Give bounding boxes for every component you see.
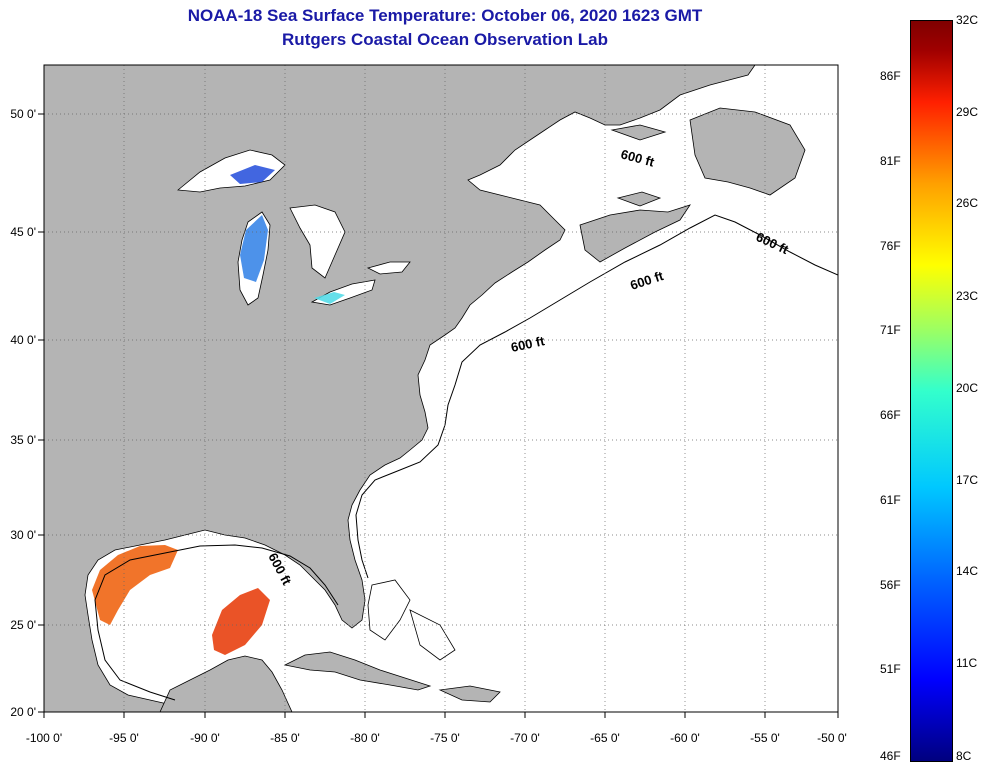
lon-label: -55 0' (750, 731, 780, 745)
colorbar-celsius-label: 17C (956, 473, 979, 487)
newfoundland-land (689, 107, 806, 196)
lat-label: 45 0' (10, 225, 36, 239)
map-frame (43, 64, 839, 713)
bahamas-banks (367, 579, 456, 661)
temperature-colorbar (910, 20, 953, 762)
sst-lake-superior (230, 165, 275, 184)
lon-label: -80 0' (350, 731, 380, 745)
isobath-label: 600 ft (510, 333, 547, 355)
lon-label: -100 0' (26, 731, 62, 745)
lon-label: -50 0' (817, 731, 847, 745)
anticosti-island (610, 124, 667, 141)
lon-label: -95 0' (109, 731, 139, 745)
colorbar-fahrenheit-label: 56F (880, 578, 901, 592)
grid-lines (44, 65, 838, 712)
lat-label: 30 0' (10, 528, 36, 542)
sst-lake-erie (314, 292, 345, 304)
map-title: NOAA-18 Sea Surface Temperature: October… (187, 6, 703, 25)
colorbar-celsius-label: 11C (956, 656, 978, 670)
lon-label: -85 0' (270, 731, 300, 745)
lat-label: 40 0' (10, 333, 36, 347)
isobath-600ft-gulf (94, 544, 339, 701)
lat-label: 50 0' (10, 107, 36, 121)
cuba-land (283, 651, 432, 691)
colorbar-celsius-label: 29C (956, 105, 979, 119)
colorbar-fahrenheit-label: 46F (880, 749, 901, 763)
lat-label: 20 0' (10, 705, 36, 719)
colorbar-celsius-label: 23C (956, 289, 979, 303)
colorbar-fahrenheit-label: 71F (880, 323, 901, 337)
lat-label: 25 0' (10, 618, 36, 632)
colorbar-celsius-label: 26C (956, 196, 979, 210)
north-america-land (44, 65, 756, 712)
sst-gulf-central-warm (212, 588, 270, 655)
lon-label: -90 0' (190, 731, 220, 745)
sst-gulf-coast-warm (92, 545, 178, 625)
colorbar-fahrenheit-label: 76F (880, 239, 901, 253)
colorbar-fahrenheit-label: 51F (880, 662, 901, 676)
colorbar-fahrenheit-label: 86F (880, 69, 901, 83)
lat-label: 35 0' (10, 433, 36, 447)
map-subtitle: Rutgers Coastal Ocean Observation Lab (282, 30, 608, 49)
colorbar-celsius-label: 20C (956, 381, 979, 395)
axis-ticks (38, 113, 839, 718)
colorbar-celsius-label: 8C (956, 749, 972, 763)
colorbar-fahrenheit-label: 61F (880, 493, 901, 507)
pei-island (616, 191, 662, 207)
hispaniola-land (438, 685, 501, 703)
isobath-600ft (355, 214, 838, 579)
colorbar-celsius-label: 14C (956, 564, 979, 578)
lake-ontario (366, 261, 411, 275)
nova-scotia-land (579, 204, 691, 263)
colorbar-celsius-label: 32C (956, 13, 979, 27)
colorbar-fahrenheit-label: 66F (880, 408, 901, 422)
lon-label: -65 0' (590, 731, 620, 745)
lon-label: -60 0' (670, 731, 700, 745)
lon-label: -75 0' (430, 731, 460, 745)
colorbar-fahrenheit-label: 81F (880, 154, 901, 168)
lake-huron (289, 204, 346, 279)
lon-label: -70 0' (510, 731, 540, 745)
